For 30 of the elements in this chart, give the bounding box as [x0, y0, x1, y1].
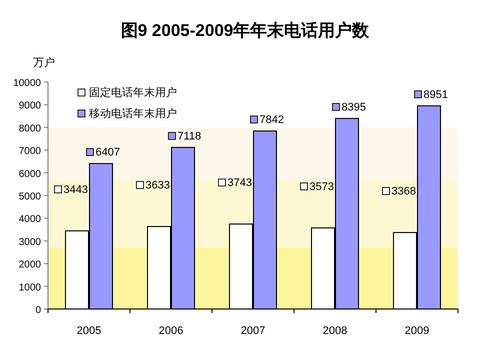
data-label: 7118	[178, 130, 202, 142]
data-label: 3573	[310, 180, 334, 193]
x-tick-label: 2007	[240, 325, 266, 337]
y-tick-label: 5000	[18, 192, 42, 202]
data-label: 3368	[392, 186, 416, 198]
y-tick-label: 3000	[18, 236, 42, 248]
legend-label: 固定电话年末用户	[89, 86, 177, 99]
data-label: 8951	[424, 88, 448, 101]
y-tick-label: 6000	[18, 168, 42, 180]
y-tick-label: 8000	[18, 123, 42, 134]
y-tick-label: 7000	[18, 146, 42, 158]
data-label: 3743	[228, 177, 252, 190]
data-label: 7842	[260, 114, 284, 126]
y-tick-label: 4000	[18, 214, 42, 226]
chart-title: 图9 2005-2009年年末电话用户数	[120, 21, 370, 40]
data-label: 6407	[96, 146, 120, 159]
y-tick-label: 0	[35, 305, 42, 316]
data-label: 3443	[64, 184, 88, 196]
x-tick-label: 2009	[404, 325, 430, 337]
y-tick-label: 2000	[18, 260, 42, 271]
y-tick-label: 10000	[13, 78, 42, 89]
data-label: 8395	[342, 101, 366, 114]
y-axis-title: 万户	[33, 56, 55, 69]
data-label: 3633	[146, 180, 170, 192]
legend-label: 移动电话年末用户	[89, 107, 177, 120]
x-tick-label: 2005	[76, 325, 102, 337]
x-tick-label: 2008	[322, 325, 348, 337]
y-tick-label: 1000	[18, 282, 42, 294]
x-tick-label: 2006	[158, 325, 184, 337]
y-tick-label: 9000	[18, 100, 42, 112]
